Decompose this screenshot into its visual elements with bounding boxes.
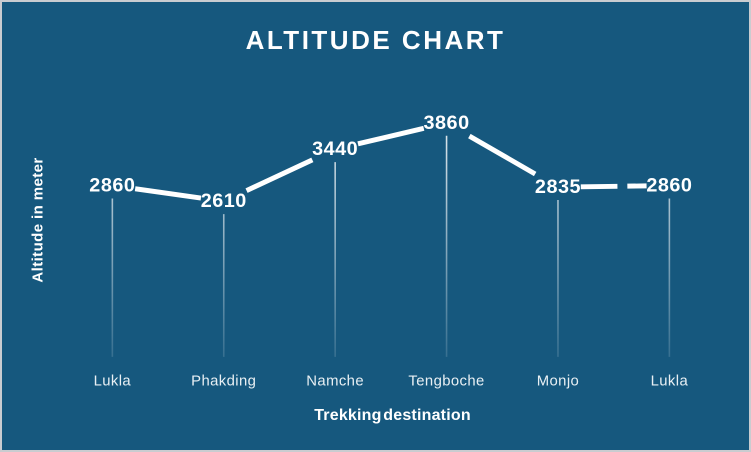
value-label: 2610 xyxy=(201,190,247,212)
value-label: 3440 xyxy=(312,138,358,160)
category-label: Tengboche xyxy=(408,374,484,390)
value-label: 2835 xyxy=(535,176,581,198)
line-segment xyxy=(357,125,425,147)
chart-title: ALTITUDE CHART xyxy=(245,25,506,55)
line-segment xyxy=(580,183,647,190)
line-segment xyxy=(245,157,314,193)
category-label: Monjo xyxy=(537,374,579,390)
x-axis-label: Trekking destination xyxy=(314,407,471,424)
value-label: 2860 xyxy=(646,175,692,197)
line-segment xyxy=(468,133,537,177)
category-label: Phakding xyxy=(191,374,256,390)
line-segment xyxy=(134,186,202,201)
value-label: 3860 xyxy=(424,112,470,134)
value-label: 2860 xyxy=(89,175,135,197)
category-label: Lukla xyxy=(651,374,689,390)
category-label: Lukla xyxy=(94,374,132,390)
category-label: Namche xyxy=(306,374,364,390)
